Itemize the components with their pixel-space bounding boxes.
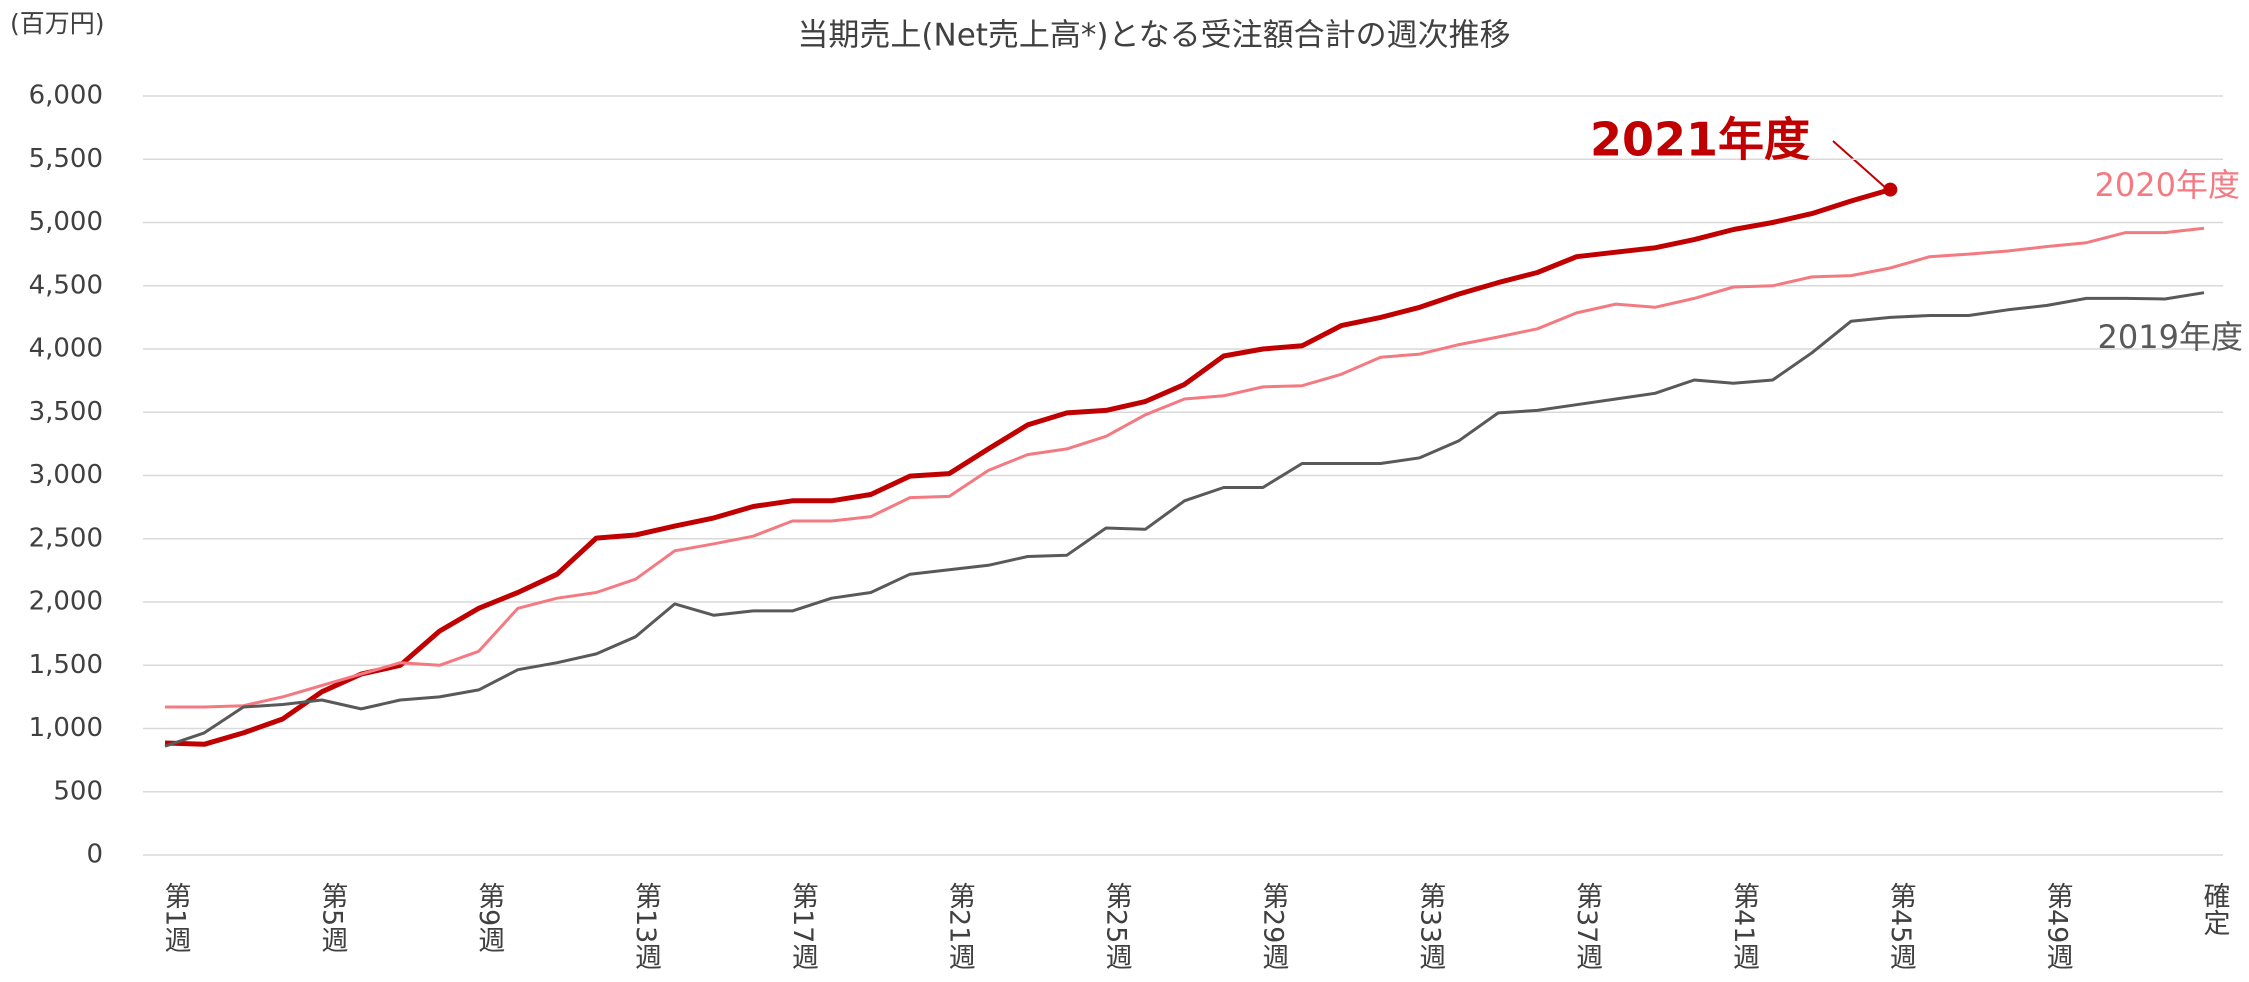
- y-tick-label: 2,000: [29, 587, 103, 617]
- y-tick-label: 6,000: [29, 81, 103, 111]
- leader-line: [1832, 140, 1888, 190]
- y-tick-label: 3,000: [29, 460, 103, 490]
- x-tick-label: 第29週: [1257, 882, 1288, 971]
- y-tick-label: 5,500: [29, 144, 103, 174]
- x-tick-label: 第41週: [1728, 882, 1759, 971]
- series-line: [164, 291, 2205, 748]
- y-unit-label: (百万円): [10, 9, 105, 38]
- y-tick-label: 5,000: [29, 207, 103, 237]
- y-tick-label: 500: [53, 776, 103, 806]
- x-tick-label: 第49週: [2042, 882, 2073, 971]
- y-tick-label: 4,000: [29, 334, 103, 364]
- y-tick-label: 2,500: [29, 523, 103, 553]
- chart-title: 当期売上(Net売上高*)となる受注額合計の週次推移: [797, 18, 1510, 54]
- y-tick-label: 1,000: [29, 713, 103, 743]
- x-tick-label: 第37週: [1571, 882, 1602, 971]
- series-label: 2019年度: [2098, 318, 2243, 356]
- end-marker: [1883, 182, 1898, 197]
- series-line: [165, 226, 2205, 709]
- series-label: 2021年度: [1590, 113, 1810, 167]
- x-tick-label: 第33週: [1414, 882, 1445, 971]
- x-tick-label: 第1週: [160, 882, 191, 953]
- y-tick-label: 4,500: [29, 270, 103, 300]
- x-tick-label: 第45週: [1885, 882, 1916, 971]
- x-tick-label: 第9週: [473, 882, 504, 953]
- x-tick-label: 第21週: [944, 882, 975, 971]
- x-tick-label: 第5週: [316, 882, 347, 953]
- x-tick-label: 第13週: [630, 882, 661, 971]
- x-tick-label: 確定: [2199, 882, 2231, 936]
- x-tick-label: 第25週: [1101, 882, 1132, 971]
- y-tick-label: 0: [86, 840, 103, 870]
- y-tick-label: 3,500: [29, 397, 103, 427]
- y-tick-label: 1,500: [29, 650, 103, 680]
- series-line: [164, 187, 1891, 747]
- series-label: 2020年度: [2095, 166, 2240, 204]
- x-tick-label: 第17週: [787, 882, 818, 971]
